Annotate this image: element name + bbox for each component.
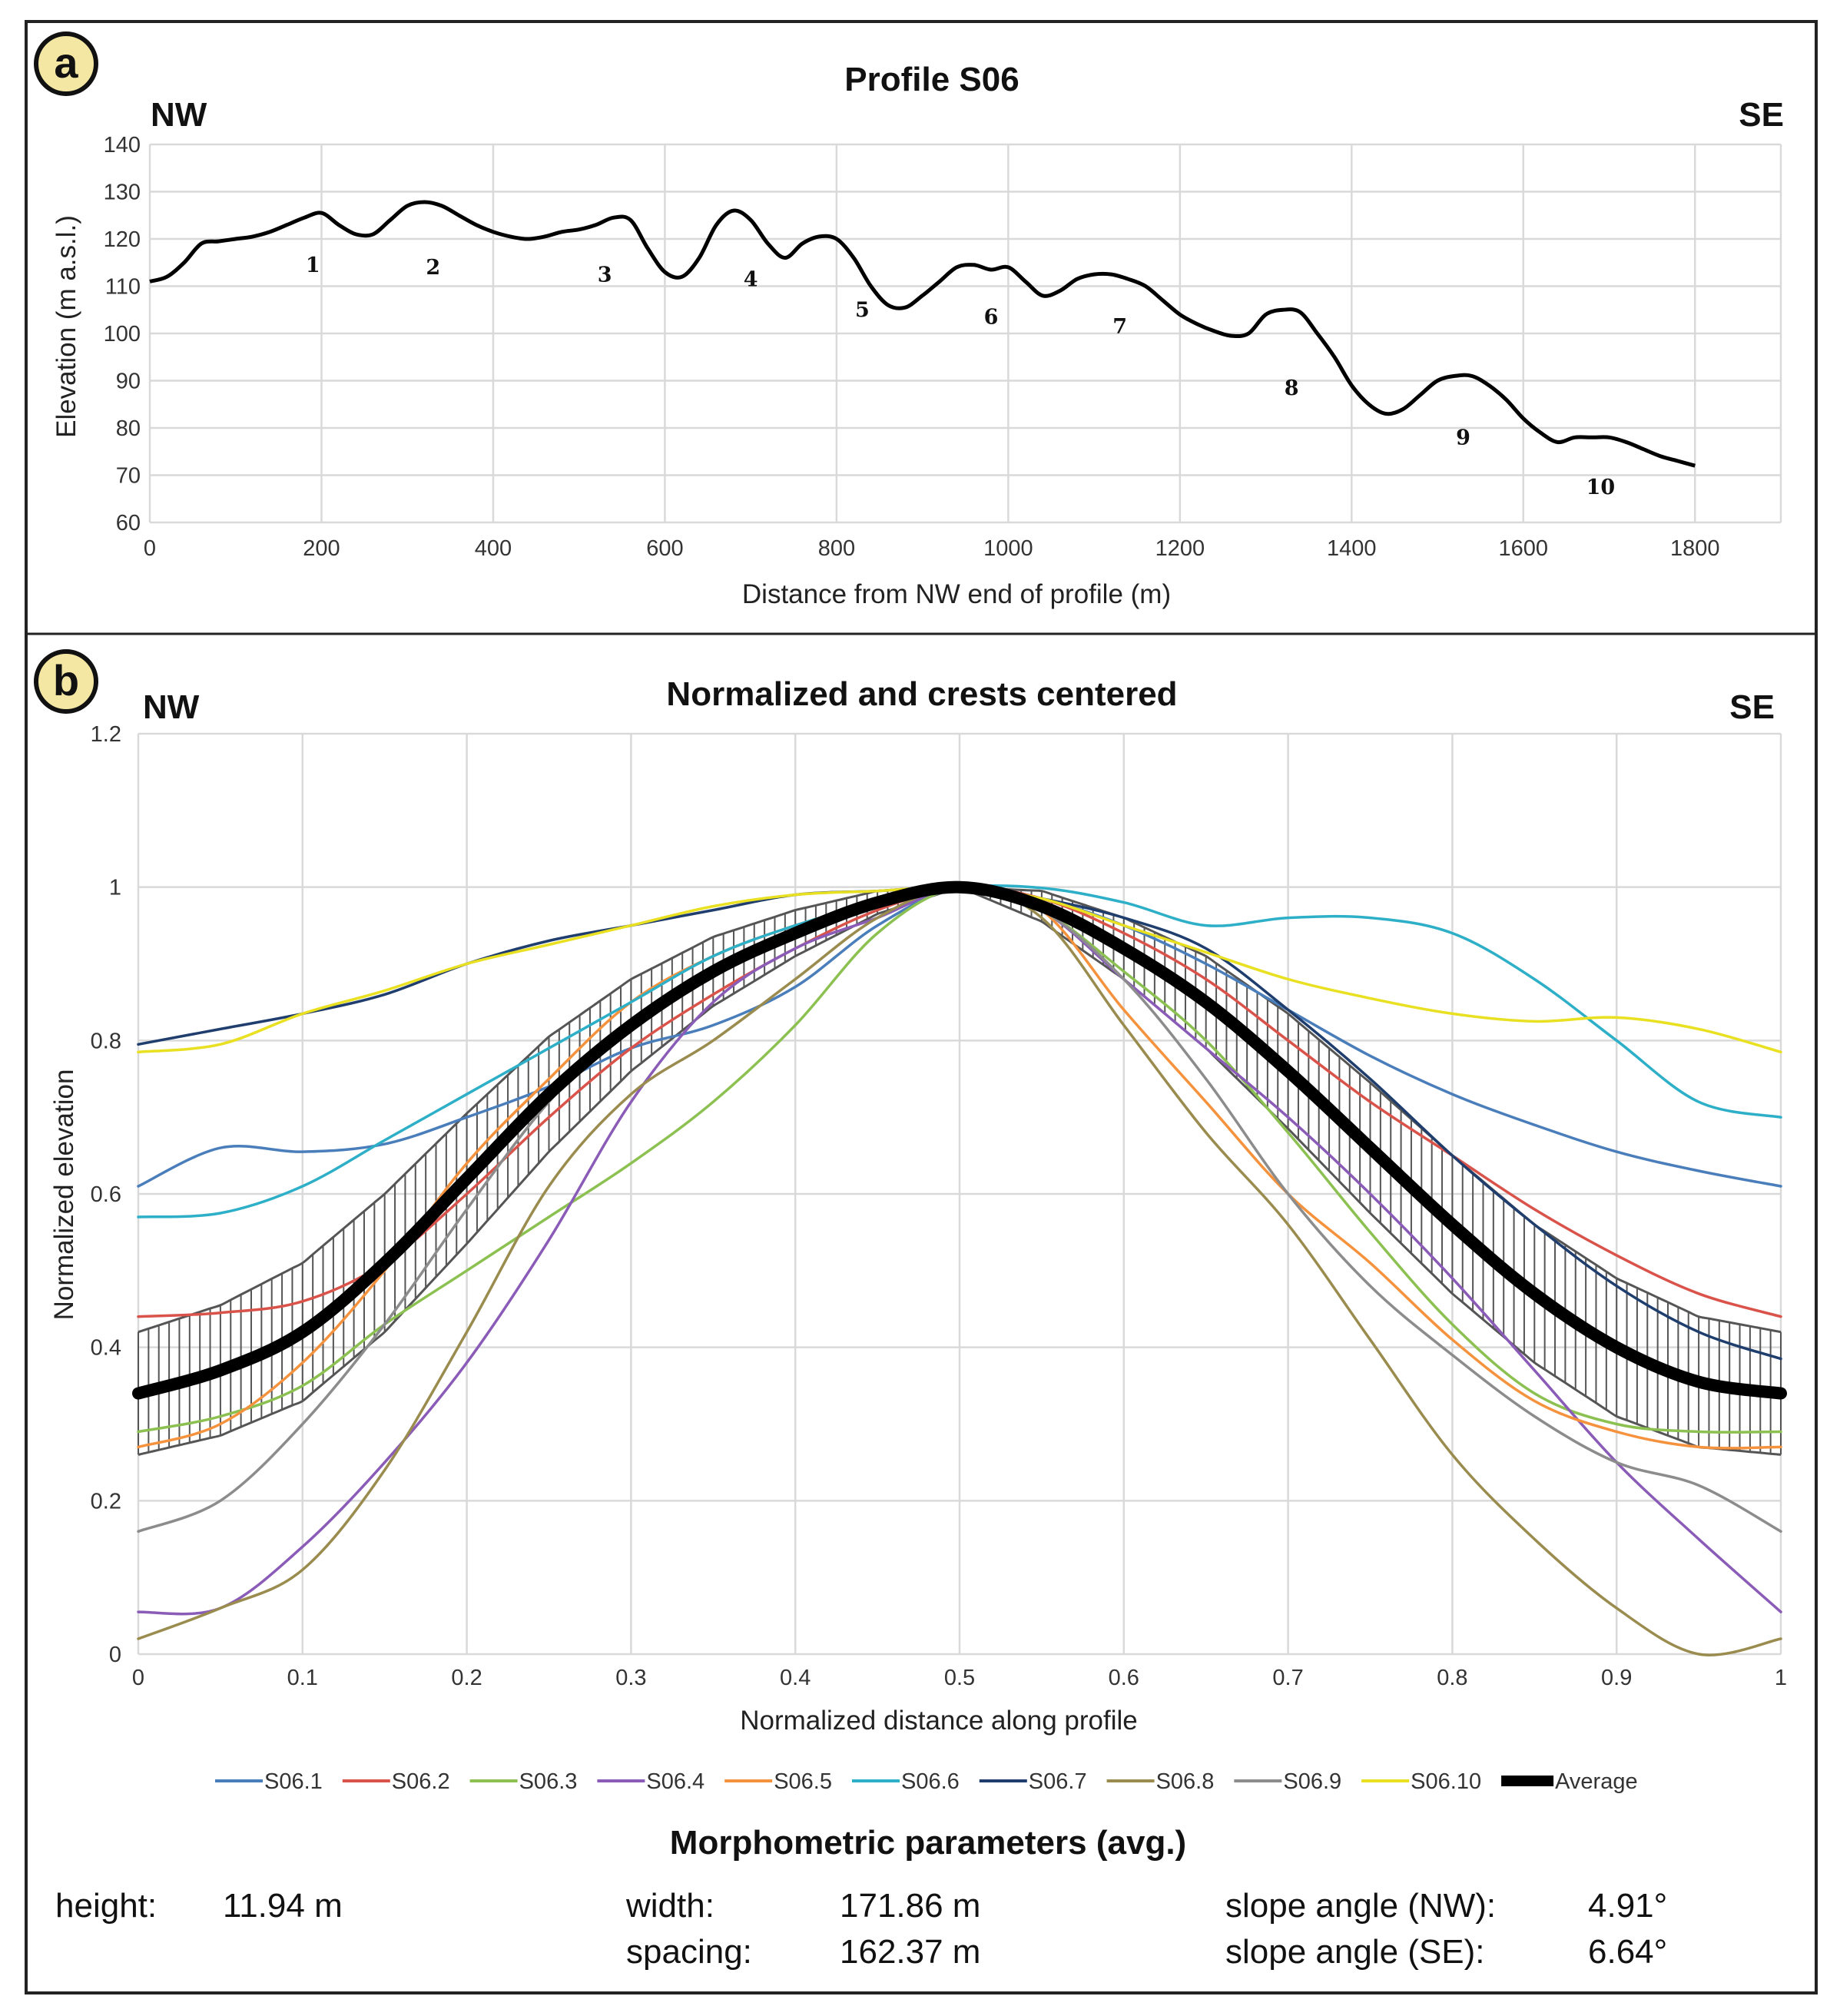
profile-ridge-label: 7 [1112, 315, 1127, 339]
normalized-x-tick-label: 0.5 [944, 1666, 975, 1690]
normalized-x-tick-label: 0 [132, 1666, 144, 1690]
profile-x-tick-label: 1800 [1670, 536, 1720, 561]
spacing-value: 162.37 m [840, 1933, 980, 1971]
figure-frame [25, 20, 1818, 1994]
profile-chart: Profile S06 NW SE 6070809010011012013014… [51, 61, 1784, 609]
normalized-x-tick-label: 0.7 [1272, 1666, 1303, 1690]
series-line-average [132, 880, 1787, 1400]
profile-ridge-label: 8 [1285, 376, 1299, 400]
normalized-y-tick-label: 0.6 [91, 1182, 121, 1207]
profile-ridge-label: 2 [426, 256, 440, 280]
legend-label: S06.7 [1029, 1769, 1087, 1794]
height-value: 11.94 m [223, 1887, 343, 1925]
profile-x-tick-label: 400 [475, 536, 512, 561]
profile-x-ticks: 0 200 400 600 800 1000 1200 1400 1600 1800 [144, 536, 1720, 561]
normalized-y-axis-label: Normalized elevation [49, 1069, 79, 1321]
normalized-x-tick-label: 0.3 [615, 1666, 646, 1690]
panel-letter-b: b [34, 649, 98, 714]
profile-ridge-label: 4 [744, 268, 758, 292]
profile-y-tick-label: 110 [105, 275, 141, 300]
profile-chart-title: Profile S06 [844, 61, 1019, 98]
legend-label: S06.8 [1156, 1769, 1215, 1794]
profile-x-tick-label: 800 [818, 536, 855, 561]
profile-direction-nw: NW [151, 96, 207, 134]
normalized-legend: S06.1 S06.2 S06.3 S06.4 S06.5 S06.6 S06.7 S06.8… [215, 1769, 1638, 1794]
normalized-direction-nw: NW [143, 688, 200, 726]
svg-text:b: b [53, 656, 79, 705]
profile-x-tick-label: 600 [646, 536, 683, 561]
profile-x-tick-label: 0 [144, 536, 156, 561]
svg-text:a: a [54, 38, 78, 87]
profile-ridge-label: 5 [855, 298, 870, 322]
profile-x-tick-label: 200 [303, 536, 340, 561]
profile-direction-se: SE [1739, 96, 1784, 134]
profile-y-tick-label: 80 [116, 416, 141, 441]
normalized-direction-se: SE [1729, 688, 1775, 726]
legend-label: S06.3 [519, 1769, 578, 1794]
profile-y-tick-label: 60 [116, 511, 141, 536]
profile-x-tick-label: 1200 [1155, 536, 1205, 561]
profile-y-tick-label: 70 [116, 464, 141, 489]
legend-label: S06.2 [392, 1769, 450, 1794]
spacing-label: spacing: [626, 1933, 752, 1971]
normalized-x-tick-label: 0.2 [451, 1666, 482, 1690]
profile-y-tick-label: 120 [104, 227, 141, 252]
height-label: height: [55, 1887, 157, 1925]
normalized-chart: Normalized and crests centered NW SE 0 0.… [49, 675, 1787, 1794]
normalized-y-tick-label: 0.4 [91, 1336, 121, 1361]
profile-elevation-line [149, 200, 1696, 468]
width-value: 171.86 m [840, 1887, 980, 1925]
profile-y-axis-label: Elevation (m a.s.l.) [51, 215, 81, 438]
normalized-y-tick-label: 0 [109, 1643, 121, 1667]
normalized-x-tick-label: 0.4 [780, 1666, 811, 1690]
normalized-x-tick-label: 1 [1775, 1666, 1787, 1690]
width-label: width: [625, 1887, 714, 1925]
normalized-x-tick-label: 0.1 [287, 1666, 318, 1690]
slope-nw-value: 4.91° [1588, 1887, 1667, 1925]
slope-se-value: 6.64° [1588, 1933, 1667, 1971]
profile-x-tick-label: 1400 [1327, 536, 1377, 561]
legend-label: S06.1 [264, 1769, 323, 1794]
slope-se-label: slope angle (SE): [1225, 1933, 1485, 1971]
normalized-y-ticks: 0 0.2 0.4 0.6 0.8 1 1.2 [91, 722, 121, 1667]
profile-ridge-label: 1 [306, 254, 320, 277]
profile-ridge-label: 6 [984, 306, 999, 330]
legend-label: S06.9 [1283, 1769, 1341, 1794]
normalized-x-ticks: 0 0.1 0.2 0.3 0.4 0.5 0.6 0.7 0.8 0.9 1 [132, 1666, 1787, 1690]
legend-label: Average [1555, 1769, 1638, 1794]
normalized-chart-title: Normalized and crests centered [666, 675, 1177, 713]
legend-label: S06.4 [646, 1769, 705, 1794]
profile-gridlines [148, 143, 1782, 524]
profile-ridge-labels: 1 2 3 4 5 6 7 8 9 10 [306, 254, 1615, 499]
morphometric-parameters: Morphometric parameters (avg.) height: 1… [55, 1824, 1667, 1971]
normalized-y-tick-label: 1 [109, 876, 121, 900]
profile-y-tick-label: 90 [116, 370, 141, 394]
profile-x-axis-label: Distance from NW end of profile (m) [742, 579, 1171, 609]
profile-y-tick-label: 100 [104, 322, 141, 346]
panel-letter-a: a [34, 32, 98, 96]
legend-label: S06.6 [901, 1769, 960, 1794]
legend-label: S06.5 [774, 1769, 832, 1794]
profile-x-tick-label: 1600 [1499, 536, 1549, 561]
normalized-series [132, 880, 1787, 1656]
normalized-x-tick-label: 0.9 [1601, 1666, 1632, 1690]
normalized-y-tick-label: 0.8 [91, 1029, 121, 1053]
profile-y-tick-label: 140 [104, 133, 141, 158]
profile-y-ticks: 60 70 80 90 100 110 120 130 140 [104, 133, 141, 536]
slope-nw-label: slope angle (NW): [1225, 1887, 1496, 1925]
normalized-x-axis-label: Normalized distance along profile [740, 1706, 1138, 1736]
normalized-y-tick-label: 0.2 [91, 1489, 121, 1514]
profile-ridge-label: 3 [598, 263, 612, 287]
profile-y-tick-label: 130 [104, 181, 141, 205]
profile-ridge-label: 9 [1456, 426, 1470, 450]
profile-ridge-label: 10 [1586, 476, 1616, 499]
normalized-y-tick-label: 1.2 [91, 722, 121, 747]
legend-label: S06.10 [1411, 1769, 1481, 1794]
profile-x-tick-label: 1000 [983, 536, 1033, 561]
parameters-title: Morphometric parameters (avg.) [670, 1824, 1186, 1862]
normalized-x-tick-label: 0.8 [1437, 1666, 1467, 1690]
normalized-x-tick-label: 0.6 [1109, 1666, 1139, 1690]
